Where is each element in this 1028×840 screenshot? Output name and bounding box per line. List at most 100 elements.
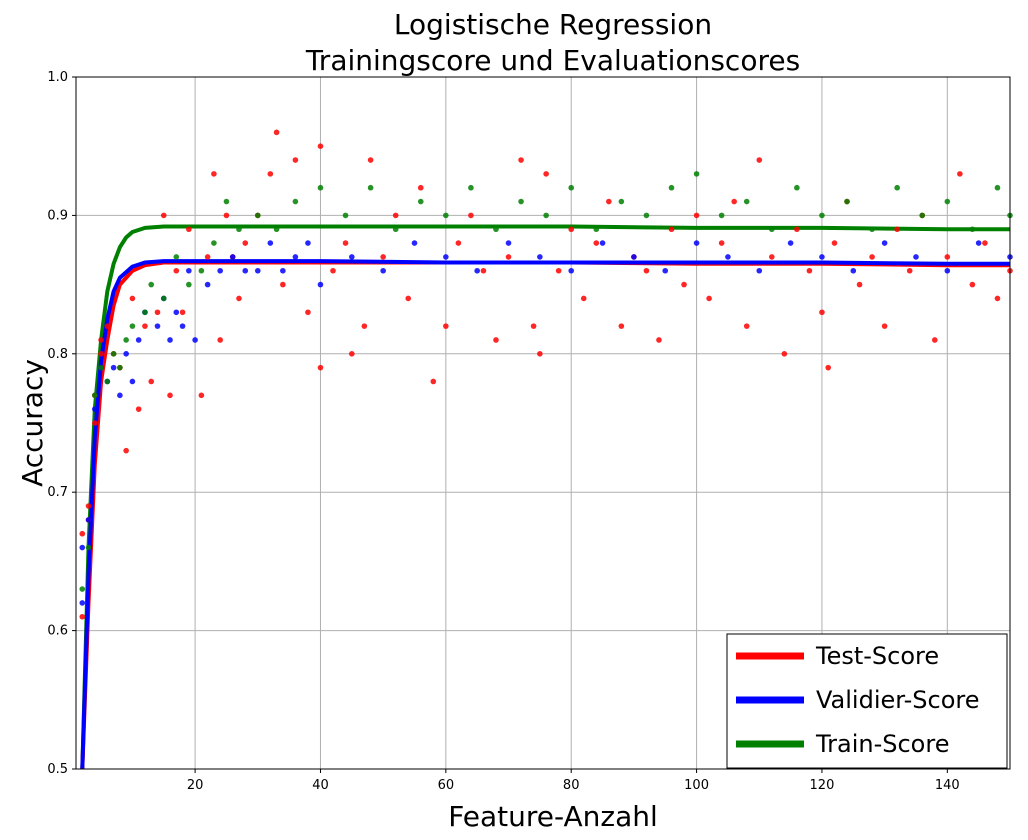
- train-score-point: [743, 198, 750, 205]
- test-score-point: [994, 295, 1001, 302]
- train-score-point: [85, 544, 92, 551]
- train-score-point: [618, 198, 625, 205]
- test-score-point: [361, 323, 368, 329]
- train-score-point: [443, 212, 449, 219]
- validier-score-point: [292, 254, 299, 260]
- y-axis-label: Accuracy: [16, 359, 49, 487]
- train-score-point: [518, 198, 524, 205]
- test-score-point: [98, 337, 104, 343]
- x-tick-label: 100: [684, 778, 709, 793]
- train-score-point: [129, 323, 136, 329]
- test-score-point: [267, 171, 274, 177]
- train-score-point: [593, 226, 600, 233]
- test-score-point: [718, 240, 725, 246]
- test-score-point: [292, 157, 299, 163]
- test-score-point: [944, 254, 951, 260]
- test-score-point: [98, 351, 104, 357]
- validier-score-point: [135, 337, 142, 343]
- test-score-point: [537, 351, 543, 357]
- train-score-point: [969, 226, 976, 233]
- test-score-point: [643, 267, 650, 274]
- validier-score-point: [913, 254, 919, 260]
- test-score-point: [906, 267, 913, 274]
- test-score-point: [211, 171, 217, 177]
- test-score-point: [104, 323, 111, 329]
- train-score-point: [768, 226, 775, 233]
- test-score-point: [417, 184, 424, 191]
- test-score-point: [148, 378, 155, 385]
- validier-score-point: [305, 240, 311, 246]
- data-points: [79, 129, 1013, 620]
- train-score-point: [160, 295, 167, 302]
- validier-score-point: [110, 364, 117, 371]
- test-score-point: [342, 240, 349, 246]
- test-score-point: [856, 281, 863, 288]
- test-score-point: [505, 254, 512, 260]
- test-score-point: [236, 295, 242, 302]
- test-score-point: [706, 295, 712, 302]
- axis-ticks: 20 40 60 80 100 120 140 0.5 0.6 0.7 0.8 0.9 1.0: [47, 70, 959, 793]
- x-axis-label: Feature-Anzahl: [448, 800, 658, 833]
- test-score-point: [273, 129, 280, 136]
- validier-score-point: [599, 240, 606, 246]
- test-score-point: [380, 254, 386, 260]
- test-score-point: [92, 420, 98, 426]
- train-score-point: [98, 364, 104, 371]
- validier-score-point: [725, 254, 731, 260]
- test-score-point: [79, 530, 86, 537]
- test-score-point: [468, 212, 474, 219]
- test-score-point: [167, 392, 173, 399]
- test-score-point: [179, 309, 186, 316]
- train-score-point: [417, 198, 424, 205]
- test-score-point: [969, 281, 976, 288]
- train-score-point: [367, 184, 374, 191]
- validier-score-point: [85, 517, 92, 523]
- test-score-point: [217, 337, 223, 343]
- validier-score-point: [881, 240, 888, 246]
- train-score-point: [142, 309, 148, 316]
- validier-score-legend-label: Validier-Score: [816, 686, 979, 714]
- test-score-point: [731, 198, 737, 205]
- test-score-point: [142, 323, 148, 329]
- y-tick-label: 0.6: [47, 624, 68, 639]
- test-score-point: [480, 267, 487, 274]
- test-score-point: [305, 309, 311, 316]
- test-score-point: [656, 337, 662, 343]
- test-score-point: [668, 226, 675, 233]
- test-score-point: [869, 254, 875, 260]
- train-score-point: [894, 184, 900, 191]
- validier-score-point: [79, 600, 86, 606]
- test-score-legend-label: Test-Score: [815, 642, 939, 670]
- validier-score-point: [631, 254, 637, 260]
- validier-score-point: [474, 267, 480, 274]
- train-score-point: [994, 184, 1001, 191]
- train-score-point: [919, 212, 926, 219]
- train-score-point: [211, 240, 217, 246]
- validier-score-point: [186, 267, 192, 274]
- train-score-point: [117, 364, 123, 371]
- validier-score-point: [411, 240, 418, 246]
- test-score-point: [242, 240, 249, 246]
- test-score-point: [543, 171, 549, 177]
- train-score-point: [186, 281, 192, 288]
- validier-score-point: [349, 254, 355, 260]
- train-score-point: [468, 184, 474, 191]
- test-score-point: [530, 323, 537, 329]
- test-score-point: [881, 323, 888, 329]
- validier-score-point: [242, 267, 249, 274]
- test-score-point: [568, 226, 575, 233]
- validier-score-point: [79, 544, 86, 551]
- test-score-point: [79, 613, 86, 620]
- legend-items: Test-Score Validier-Score Train-Score: [736, 642, 979, 758]
- validier-score-point: [850, 267, 857, 274]
- validier-score-point: [179, 323, 186, 329]
- validier-score-point: [693, 240, 700, 246]
- validier-score-point: [154, 323, 161, 329]
- test-score-point: [894, 226, 900, 233]
- test-score-point: [555, 267, 562, 274]
- test-score-point: [618, 323, 625, 329]
- test-score-point: [593, 240, 600, 246]
- train-score-point: [718, 212, 725, 219]
- test-score-point: [204, 254, 211, 260]
- test-score-point: [85, 503, 92, 509]
